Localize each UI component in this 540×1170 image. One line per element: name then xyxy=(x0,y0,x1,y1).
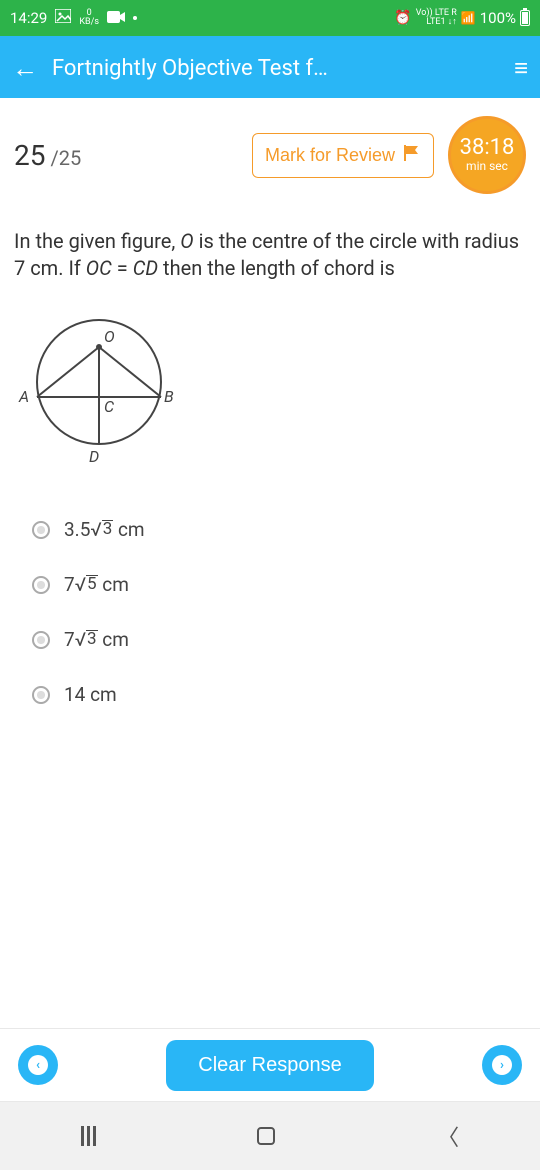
app-bar-left: ← Fortnightly Objective Test f… xyxy=(12,53,328,84)
recents-button[interactable] xyxy=(81,1126,96,1146)
menu-icon[interactable]: ≡ xyxy=(514,54,528,83)
option-3[interactable]: 7√3 cm xyxy=(14,612,526,667)
answer-options: 3.5√3 cm 7√5 cm 7√3 cm 14 cm xyxy=(0,496,540,728)
dot-icon xyxy=(133,16,137,20)
back-button[interactable]: 〈 xyxy=(437,1120,459,1152)
next-question-button[interactable]: › xyxy=(482,1045,522,1085)
status-right: ⏰ Vo)) LTE R LTE1 ↓↑ 📶 100% xyxy=(394,9,530,27)
gallery-icon xyxy=(55,9,71,27)
signal-icon: 📶 xyxy=(461,11,476,25)
radio-icon xyxy=(32,631,50,649)
back-icon[interactable]: ← xyxy=(12,53,38,84)
option-3-label: 7√3 cm xyxy=(64,628,129,651)
alarm-icon: ⏰ xyxy=(394,10,411,26)
option-2[interactable]: 7√5 cm xyxy=(14,557,526,612)
app-title: Fortnightly Objective Test f… xyxy=(52,56,328,81)
radio-icon xyxy=(32,576,50,594)
label-A: A xyxy=(18,387,29,406)
question-header: 25 /25 Mark for Review 38:18 min sec xyxy=(0,98,540,208)
radio-icon xyxy=(32,521,50,539)
label-D: D xyxy=(89,447,99,466)
radio-icon xyxy=(32,686,50,704)
question-footer: ‹ Clear Response › xyxy=(0,1028,540,1102)
label-C: C xyxy=(104,397,114,416)
timer-time: 38:18 xyxy=(460,137,515,159)
q-total: /25 xyxy=(45,146,81,170)
question-text: In the given figure, O is the centre of … xyxy=(0,208,540,292)
lte-text1: Vo)) LTE R LTE1 ↓↑ xyxy=(416,9,457,27)
prev-question-button[interactable]: ‹ xyxy=(18,1045,58,1085)
label-B: B xyxy=(164,387,174,406)
app-bar: ← Fortnightly Objective Test f… ≡ xyxy=(0,36,540,98)
flag-icon xyxy=(403,144,421,167)
battery-icon xyxy=(520,10,530,26)
android-status-bar: 14:29 0 KB/s ⏰ Vo)) LTE R LTE1 ↓↑ 📶 100% xyxy=(0,0,540,36)
timer-label: min sec xyxy=(466,159,508,173)
android-nav-bar: 〈 xyxy=(0,1102,540,1170)
option-1[interactable]: 3.5√3 cm xyxy=(14,502,526,557)
question-figure: O A B C D xyxy=(0,292,540,496)
home-button[interactable] xyxy=(257,1127,275,1145)
timer-badge: 38:18 min sec xyxy=(448,116,526,194)
option-2-label: 7√5 cm xyxy=(64,573,129,596)
option-4-label: 14 cm xyxy=(64,683,117,706)
option-4[interactable]: 14 cm xyxy=(14,667,526,722)
video-icon xyxy=(107,9,125,27)
kbs-indicator: 0 KB/s xyxy=(79,9,99,27)
clear-response-button[interactable]: Clear Response xyxy=(166,1040,373,1091)
battery-pct: 100% xyxy=(480,9,516,27)
status-left: 14:29 0 KB/s xyxy=(10,9,137,27)
question-number: 25 /25 xyxy=(14,139,81,172)
mark-review-label: Mark for Review xyxy=(265,145,395,166)
q-current: 25 xyxy=(14,139,45,172)
mark-for-review-button[interactable]: Mark for Review xyxy=(252,133,434,178)
label-O: O xyxy=(104,327,115,346)
kbs-unit: KB/s xyxy=(79,18,99,27)
status-time: 14:29 xyxy=(10,9,47,27)
chevron-left-icon: ‹ xyxy=(28,1055,48,1075)
option-1-label: 3.5√3 cm xyxy=(64,518,145,541)
chevron-right-icon: › xyxy=(492,1055,512,1075)
